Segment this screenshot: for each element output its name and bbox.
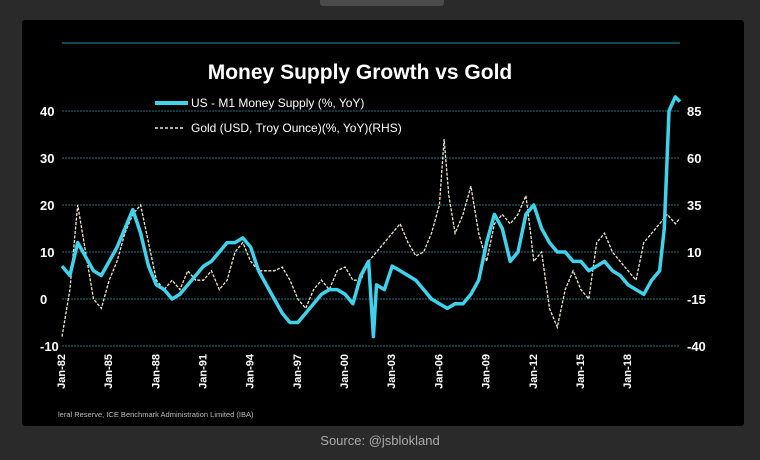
left-tick-label: 0 [40,292,47,307]
x-tick-label: Jan-97 [292,354,304,389]
x-tick-label: Jan-91 [198,354,210,389]
x-tick-label: Jan-94 [245,353,257,389]
right-tick-label: -40 [687,339,706,354]
x-tick-label: Jan-15 [575,354,587,389]
right-tick-label: 85 [687,104,701,119]
right-tick-label: 35 [687,198,701,213]
left-axis-ticks: 40 30 20 10 0 -10 [40,104,59,354]
x-tick-label: Jan-09 [481,354,493,389]
x-tick-label: Jan-18 [622,354,634,389]
left-tick-label: 40 [40,104,54,119]
data-credit: leral Reserve, ICE Benchmark Administrat… [58,410,254,419]
x-tick-label: Jan-85 [103,354,115,389]
x-tick-label: Jan-03 [386,354,398,389]
x-tick-label: Jan-88 [150,354,162,389]
x-tick-label: Jan-00 [339,354,351,389]
left-tick-label: -10 [40,339,59,354]
series-line-gold [61,139,681,337]
x-tick-label: Jan-06 [433,354,445,389]
legend-label-m1: US - M1 Money Supply (%, YoY) [191,96,364,110]
x-axis-ticks: Jan-82 Jan-85 Jan-88 Jan-91 Jan-94 Jan-97 Jan-… [56,353,634,389]
right-tick-label: 60 [687,151,701,166]
source-caption: Source: @jsblokland [320,433,440,448]
right-tick-label: -15 [687,292,706,307]
right-tick-label: 10 [687,245,701,260]
left-tick-label: 10 [40,245,54,260]
chart-panel [22,20,744,426]
series-layer [60,95,682,339]
chart-title: Money Supply Growth vs Gold [208,61,513,84]
x-tick-label: Jan-12 [528,354,540,389]
left-tick-label: 30 [40,151,54,166]
top-tab-indicator [320,0,444,6]
legend-label-gold: Gold (USD, Troy Ounce)(%, YoY)(RHS) [191,121,402,135]
series-line-m1 [60,95,682,339]
x-tick-label: Jan-82 [56,354,68,389]
left-tick-label: 20 [40,198,54,213]
right-axis-ticks: 85 60 35 10 -15 -40 [687,104,706,354]
